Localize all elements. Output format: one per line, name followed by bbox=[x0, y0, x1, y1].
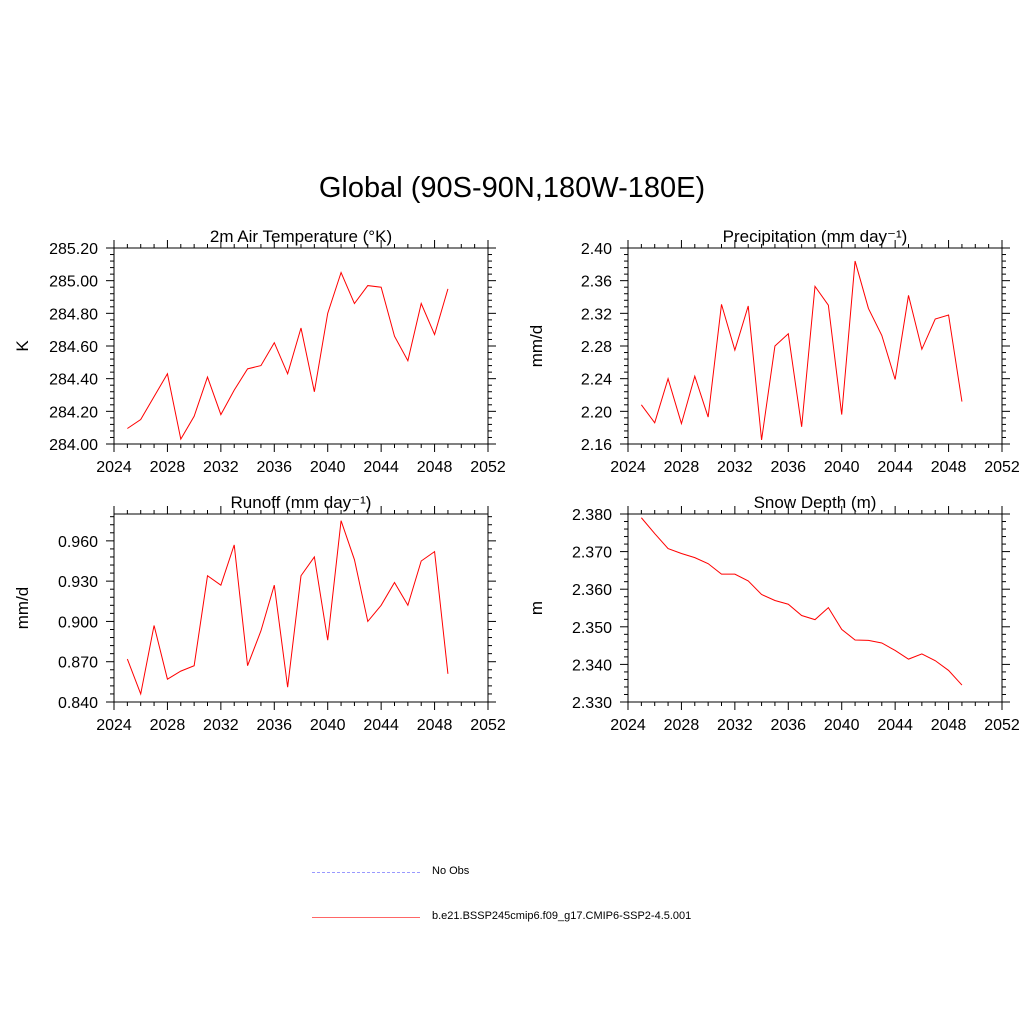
x-tick-label: 2024 bbox=[610, 459, 646, 476]
y-tick-label: 285.20 bbox=[49, 241, 98, 258]
y-tick-label: 2.350 bbox=[572, 620, 612, 637]
panel-title: Precipitation (mm day⁻¹) bbox=[723, 227, 908, 246]
y-axis-label: mm/d bbox=[527, 325, 546, 368]
x-tick-label: 2044 bbox=[363, 459, 399, 476]
x-tick-label: 2048 bbox=[417, 717, 453, 734]
x-tick-label: 2036 bbox=[770, 459, 806, 476]
series-line bbox=[126, 520, 449, 696]
x-tick-label: 2040 bbox=[310, 717, 346, 734]
y-tick-label: 0.900 bbox=[58, 614, 98, 631]
x-tick-label: 2024 bbox=[610, 717, 646, 734]
panel-title: Runoff (mm day⁻¹) bbox=[231, 493, 372, 512]
y-tick-label: 0.930 bbox=[58, 574, 98, 591]
y-tick-label: 2.40 bbox=[581, 241, 612, 258]
y-tick-label: 284.40 bbox=[49, 372, 98, 389]
legend-line-dashed bbox=[312, 872, 420, 873]
x-tick-label: 2032 bbox=[203, 717, 239, 734]
legend-label: b.e21.BSSP245cmip6.f09_g17.CMIP6-SSP2-4.… bbox=[432, 910, 692, 922]
y-tick-label: 2.360 bbox=[572, 582, 612, 599]
y-tick-label: 2.24 bbox=[581, 372, 612, 389]
y-axis-label: mm/d bbox=[13, 587, 32, 630]
y-tick-label: 284.00 bbox=[49, 437, 98, 454]
page-title: Global (90S-90N,180W-180E) bbox=[318, 172, 706, 204]
x-tick-label: 2040 bbox=[824, 459, 860, 476]
x-tick-label: 2028 bbox=[664, 717, 700, 734]
series-line bbox=[640, 260, 963, 440]
y-tick-label: 2.20 bbox=[581, 404, 612, 421]
x-tick-label: 2028 bbox=[150, 717, 186, 734]
x-tick-label: 2048 bbox=[931, 717, 967, 734]
y-tick-label: 2.370 bbox=[572, 545, 612, 562]
x-tick-label: 2048 bbox=[417, 459, 453, 476]
y-tick-label: 0.870 bbox=[58, 655, 98, 672]
x-tick-label: 2024 bbox=[96, 717, 132, 734]
x-tick-label: 2052 bbox=[470, 717, 506, 734]
panel-title: Snow Depth (m) bbox=[754, 493, 877, 512]
y-tick-label: 2.32 bbox=[581, 306, 612, 323]
y-tick-label: 2.16 bbox=[581, 437, 612, 454]
y-tick-label: 2.36 bbox=[581, 274, 612, 291]
x-tick-label: 2052 bbox=[984, 459, 1020, 476]
y-tick-label: 2.340 bbox=[572, 657, 612, 674]
panel-title: 2m Air Temperature (°K) bbox=[210, 227, 392, 246]
x-tick-label: 2028 bbox=[664, 459, 700, 476]
x-tick-label: 2032 bbox=[717, 717, 753, 734]
legend-line-solid bbox=[312, 917, 420, 918]
y-axis-label: K bbox=[13, 340, 32, 352]
x-tick-label: 2032 bbox=[203, 459, 239, 476]
x-tick-label: 2044 bbox=[363, 717, 399, 734]
y-tick-label: 284.80 bbox=[49, 306, 98, 323]
x-tick-label: 2036 bbox=[256, 459, 292, 476]
y-tick-label: 2.330 bbox=[572, 695, 612, 712]
x-tick-label: 2036 bbox=[256, 717, 292, 734]
legend-label: No Obs bbox=[432, 865, 470, 877]
plot-frame bbox=[113, 247, 489, 445]
x-tick-label: 2044 bbox=[877, 459, 913, 476]
x-tick-label: 2040 bbox=[310, 459, 346, 476]
x-tick-label: 2036 bbox=[770, 717, 806, 734]
x-tick-label: 2044 bbox=[877, 717, 913, 734]
y-tick-label: 0.840 bbox=[58, 695, 98, 712]
x-tick-label: 2052 bbox=[470, 459, 506, 476]
x-tick-label: 2032 bbox=[717, 459, 753, 476]
series-line bbox=[127, 271, 449, 441]
y-tick-label: 284.60 bbox=[49, 339, 98, 356]
series-line bbox=[640, 517, 963, 686]
y-tick-label: 285.00 bbox=[49, 274, 98, 291]
y-tick-label: 284.20 bbox=[49, 404, 98, 421]
y-tick-label: 2.380 bbox=[572, 507, 612, 524]
y-axis-label: m bbox=[527, 601, 546, 615]
x-tick-label: 2040 bbox=[824, 717, 860, 734]
plot-frame bbox=[113, 513, 489, 703]
x-tick-label: 2052 bbox=[984, 717, 1020, 734]
y-tick-label: 2.28 bbox=[581, 339, 612, 356]
x-tick-label: 2048 bbox=[931, 459, 967, 476]
x-tick-label: 2024 bbox=[96, 459, 132, 476]
x-tick-label: 2028 bbox=[150, 459, 186, 476]
y-tick-label: 0.960 bbox=[58, 534, 98, 551]
plot-frame bbox=[627, 513, 1003, 703]
